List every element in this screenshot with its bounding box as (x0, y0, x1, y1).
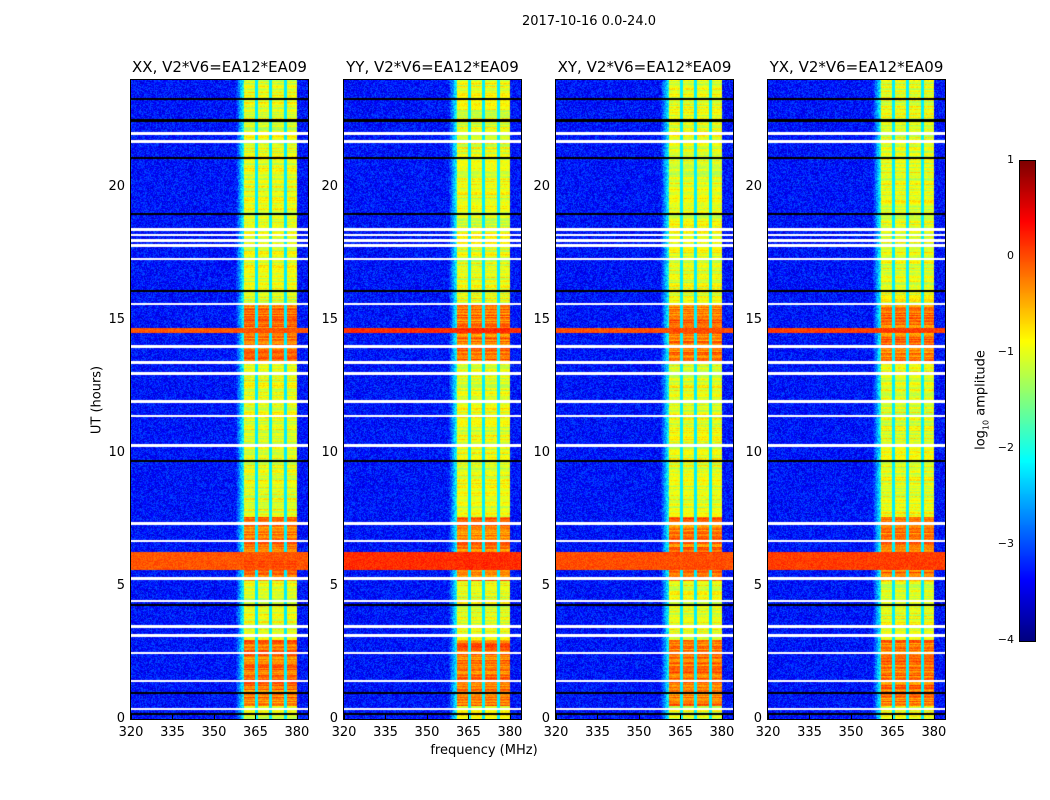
y-tick-label: 15 (533, 311, 550, 327)
x-tick-mark (255, 714, 257, 719)
y-tick-label: 5 (329, 577, 338, 593)
x-tick-mark (172, 714, 174, 719)
y-tick-label: 0 (753, 711, 762, 726)
x-tick-label: 320 (331, 725, 357, 740)
x-tick-mark (680, 714, 682, 719)
y-tick-label: 0 (116, 711, 125, 726)
x-tick-label: 350 (626, 725, 652, 740)
figure-title: 2017-10-16 0.0-24.0 (522, 14, 656, 29)
x-tick-mark (556, 714, 557, 719)
colorbar-tick-label: 1 (1007, 153, 1014, 166)
y-tick-label: 15 (321, 311, 338, 327)
x-tick-label: 335 (160, 725, 185, 740)
heatmap-image (131, 80, 308, 719)
x-tick-mark (344, 714, 345, 719)
spectrogram-panel-1: YY, V2*V6=EA12*EA09 320 335 350 365 380 0 5 10 15… (321, 58, 522, 740)
x-tick-mark (213, 714, 215, 719)
x-tick-label: 380 (497, 725, 523, 740)
heatmap-image (768, 80, 945, 719)
x-tick-label: 335 (373, 725, 398, 740)
y-tick-label: 15 (108, 311, 125, 327)
y-tick-label: 10 (745, 444, 762, 460)
x-tick-mark (850, 714, 852, 719)
x-tick-mark (131, 714, 132, 719)
x-tick-label: 320 (543, 725, 569, 740)
x-tick-label: 350 (414, 725, 440, 740)
y-tick-label: 10 (533, 444, 550, 460)
x-tick-label: 335 (585, 725, 610, 740)
y-tick-label: 15 (745, 311, 762, 327)
x-tick-label: 350 (201, 725, 227, 740)
x-tick-mark (509, 714, 511, 719)
y-tick-label: 10 (108, 444, 125, 460)
x-tick-label: 365 (880, 725, 905, 740)
x-tick-mark (721, 714, 723, 719)
x-tick-mark (468, 714, 470, 719)
y-tick-label: 0 (541, 711, 550, 726)
x-tick-mark (296, 714, 298, 719)
colorbar-tick-label: −3 (997, 537, 1014, 550)
x-tick-mark (809, 714, 811, 719)
y-tick-label: 20 (533, 178, 550, 194)
y-tick-label: 10 (321, 444, 338, 460)
y-tick-label: 20 (108, 178, 125, 194)
panel-title: XX, V2*V6=EA12*EA09 (132, 58, 307, 76)
y-tick-label: 20 (321, 178, 338, 194)
x-tick-label: 350 (838, 725, 864, 740)
spectrogram-panel-0: XX, V2*V6=EA12*EA09 320 335 350 365 380 0 5 10 15… (108, 58, 309, 740)
x-tick-mark (426, 714, 428, 719)
x-tick-mark (638, 714, 640, 719)
y-tick-label: 5 (116, 577, 125, 593)
x-tick-label: 320 (755, 725, 781, 740)
x-tick-label: 365 (456, 725, 481, 740)
spectrogram-panel-2: XY, V2*V6=EA12*EA09 320 335 350 365 380 0 5 10 15… (533, 58, 734, 740)
colorbar-label: log10 amplitude (973, 350, 991, 450)
x-tick-label: 380 (284, 725, 310, 740)
colorbar (1019, 160, 1036, 642)
colorbar-tick-label: −1 (997, 345, 1014, 358)
spectrogram-panel-3: YX, V2*V6=EA12*EA09 320 335 350 365 380 0 5 10 15… (745, 58, 946, 740)
x-tick-mark (892, 714, 894, 719)
x-tick-mark (385, 714, 387, 719)
panel-title: YX, V2*V6=EA12*EA09 (769, 58, 944, 76)
y-tick-label: 20 (745, 178, 762, 194)
x-tick-label: 380 (709, 725, 735, 740)
x-tick-label: 320 (118, 725, 144, 740)
y-tick-label: 0 (329, 711, 338, 726)
x-tick-mark (933, 714, 935, 719)
x-tick-label: 335 (797, 725, 822, 740)
panel-title: XY, V2*V6=EA12*EA09 (557, 58, 732, 76)
x-tick-label: 380 (921, 725, 947, 740)
colorbar-tick-label: −4 (997, 633, 1014, 646)
colorbar-tick-label: 0 (1007, 249, 1014, 262)
x-tick-label: 365 (243, 725, 268, 740)
y-tick-label: 5 (541, 577, 550, 593)
panel-title: YY, V2*V6=EA12*EA09 (346, 58, 519, 76)
x-axis-label: frequency (MHz) (430, 743, 538, 758)
heatmap-image (556, 80, 733, 719)
x-tick-mark (597, 714, 599, 719)
heatmap-image (344, 80, 521, 719)
y-tick-label: 5 (753, 577, 762, 593)
y-axis-label: UT (hours) (89, 365, 105, 435)
x-tick-mark (768, 714, 769, 719)
colorbar-tick-label: −2 (997, 441, 1014, 454)
x-tick-label: 365 (668, 725, 693, 740)
